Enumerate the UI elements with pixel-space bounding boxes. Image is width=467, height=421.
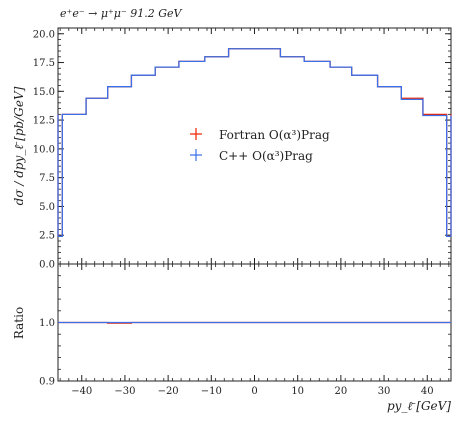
main-panel-frame: [57, 27, 452, 265]
main-y-tick-label: 10.0: [33, 144, 55, 155]
ratio-series-group: [58, 321, 451, 324]
ratio-y-tick-label: 1.0: [39, 318, 55, 329]
x-tick-label: −20: [158, 386, 179, 397]
legend-entry-cpp: C++ O(α³)Prag: [190, 149, 313, 163]
main-series-group: [57, 48, 452, 238]
legend-label-cpp: C++ O(α³)Prag: [219, 149, 313, 163]
main-y-tick-label: 20.0: [33, 29, 55, 40]
x-tick-label: −30: [114, 386, 135, 397]
ratio-y-tick-label: 0.9: [39, 377, 55, 388]
x-tick-label: 30: [378, 386, 391, 397]
main-y-tick-label: 7.5: [39, 173, 55, 184]
main-y-tick-label: 0.0: [39, 260, 55, 271]
ratio-y-ticks: 0.9 1.0: [39, 263, 451, 388]
main-y-axis-label: dσ / dpy_ℓ̄ [pb/GeV]: [12, 86, 26, 205]
ratio-x-ticks: −40 −30 −20 −10 0 10 20 30 40: [59, 28, 450, 397]
main-series-line-cpp: [58, 48, 451, 238]
main-y-tick-label: 5.0: [39, 202, 55, 213]
legend-entry-fortran: Fortran O(α³)Prag: [190, 128, 330, 142]
x-tick-label: 20: [335, 386, 348, 397]
main-y-tick-label: 17.5: [33, 58, 55, 69]
main-x-ticks: [81, 28, 428, 264]
x-axis-label: py_ℓ̄ [GeV]: [387, 399, 451, 413]
main-y-tick-label: 15.0: [33, 87, 55, 98]
legend: Fortran O(α³)Prag C++ O(α³)Prag: [190, 128, 330, 163]
main-y-tick-label: 2.5: [39, 231, 55, 242]
x-tick-label: 0: [251, 386, 257, 397]
x-tick-label: −10: [201, 386, 222, 397]
x-tick-label: 10: [291, 386, 304, 397]
x-tick-label: 40: [421, 386, 434, 397]
x-tick-label: −40: [71, 386, 92, 397]
main-series-line-fortran: [58, 48, 451, 238]
ratio-y-axis-label: Ratio: [12, 307, 26, 339]
chart-title: e⁺e⁻ → μ⁺μ⁻ 91.2 GeV: [60, 7, 183, 20]
main-y-tick-label: 12.5: [33, 116, 55, 127]
legend-label-fortran: Fortran O(α³)Prag: [219, 128, 330, 142]
